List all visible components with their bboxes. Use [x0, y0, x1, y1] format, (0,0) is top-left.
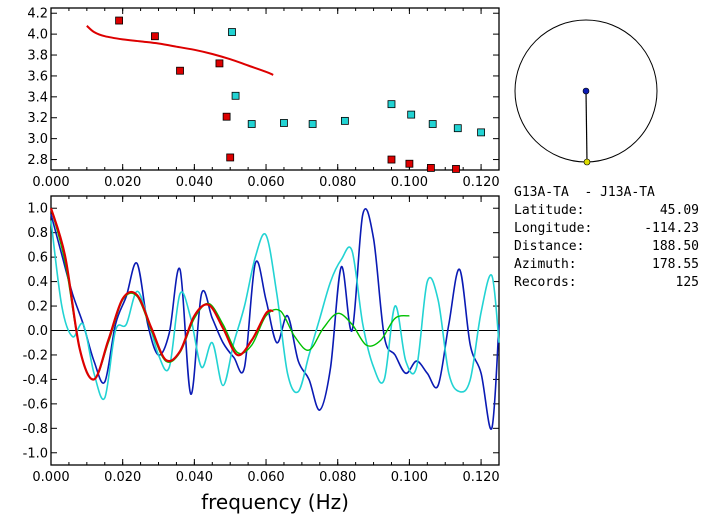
- distance-value: 188.50: [652, 239, 699, 254]
- latitude-label: Latitude:: [514, 203, 585, 218]
- source-marker: [583, 158, 591, 166]
- y-tick-label: 0.4: [27, 275, 48, 290]
- dispersion-panel: 0.000 0.020 0.040 0.060 0.080 0.100 0.120 2.8 3.…: [27, 7, 499, 190]
- series-line: [49, 207, 274, 381]
- x-tick-label: 0.080: [319, 175, 356, 190]
- x-tick-label: 0.020: [104, 470, 141, 485]
- series-line: [50, 220, 500, 401]
- azimuth-value: 178.55: [652, 257, 699, 272]
- records-label: Records:: [514, 275, 577, 290]
- data-point: [231, 91, 240, 100]
- azimuth-label: Azimuth:: [514, 257, 577, 272]
- data-point: [151, 32, 159, 41]
- x-tick-label: 0.100: [391, 470, 428, 485]
- x-tick-label: 0.120: [462, 175, 499, 190]
- data-point: [405, 159, 414, 168]
- data-point: [427, 164, 435, 172]
- x-tick-label: 0.060: [247, 470, 284, 485]
- series-line: [50, 208, 500, 430]
- y-tick-label: -0.6: [23, 397, 48, 412]
- y-tick-label: 2.8: [27, 153, 48, 168]
- y-tick-label: 1.0: [27, 202, 48, 217]
- x-tick-label: 0.120: [462, 470, 499, 485]
- y-tick-label: 0.0: [27, 324, 48, 339]
- longitude-row: Longitude: -114.23: [514, 220, 699, 238]
- data-point: [176, 66, 184, 75]
- data-point: [452, 165, 460, 173]
- data-point: [308, 120, 317, 128]
- longitude-value: -114.23: [644, 221, 699, 236]
- y-tick-label: 3.6: [27, 69, 48, 84]
- data-point: [280, 119, 288, 127]
- data-point: [222, 112, 231, 121]
- longitude-label: Longitude:: [514, 221, 593, 236]
- plot-frame: [50, 7, 500, 171]
- y-tick-label: 3.2: [27, 111, 48, 126]
- data-point: [387, 155, 396, 164]
- y-tick-label: 0.8: [27, 226, 48, 241]
- y-tick-label: 3.8: [27, 49, 48, 64]
- data-point: [453, 124, 462, 133]
- x-tick-label: 0.040: [176, 175, 213, 190]
- x-tick-label: 0.060: [247, 175, 284, 190]
- data-point: [340, 116, 349, 125]
- data-point: [407, 110, 416, 119]
- records-value: 125: [675, 275, 699, 290]
- station-path-line: [585, 90, 588, 163]
- data-point: [115, 16, 123, 25]
- series-line: [86, 25, 274, 76]
- latitude-value: 45.09: [659, 203, 699, 218]
- station-map: [514, 19, 658, 166]
- x-tick-label: 0.000: [32, 175, 69, 190]
- azimuth-row: Azimuth: 178.55: [514, 256, 699, 274]
- y-tick-label: 0.2: [27, 300, 48, 315]
- distance-row: Distance: 188.50: [514, 238, 699, 256]
- distance-label: Distance:: [514, 239, 585, 254]
- y-tick-label: 4.0: [27, 28, 48, 43]
- y-tick-label: -0.2: [23, 348, 48, 363]
- data-point: [247, 120, 256, 128]
- x-tick-label: 0.100: [391, 175, 428, 190]
- station-info-panel: G13A-TA - J13A-TA Latitude: 45.09 Longit…: [514, 184, 699, 292]
- y-tick-label: 3.4: [27, 90, 48, 105]
- data-point: [226, 153, 235, 162]
- records-row: Records: 125: [514, 274, 699, 292]
- y-tick-label: 0.6: [27, 251, 48, 266]
- data-point: [477, 128, 485, 137]
- data-point: [215, 59, 224, 68]
- coherence-panel: 0.000 0.020 0.040 0.060 0.080 0.100 0.120 1.0 0.…: [23, 195, 500, 514]
- y-tick-label: -0.4: [23, 373, 48, 388]
- y-tick-label: 4.2: [27, 7, 48, 22]
- x-tick-label: 0.040: [176, 470, 213, 485]
- x-tick-label: 0.000: [32, 470, 69, 485]
- y-tick-label: 3.0: [27, 132, 48, 147]
- station-marker: [582, 87, 590, 95]
- y-tick-label: -1.0: [23, 446, 48, 461]
- y-tick-label: -0.8: [23, 422, 48, 437]
- data-point: [428, 120, 437, 128]
- latitude-row: Latitude: 45.09: [514, 202, 699, 220]
- x-tick-label: 0.020: [104, 175, 141, 190]
- data-point: [387, 100, 396, 109]
- station-pair-title: G13A-TA - J13A-TA: [514, 185, 655, 200]
- x-tick-label: 0.080: [319, 470, 356, 485]
- data-point: [228, 28, 236, 36]
- x-axis-label: frequency (Hz): [201, 490, 349, 514]
